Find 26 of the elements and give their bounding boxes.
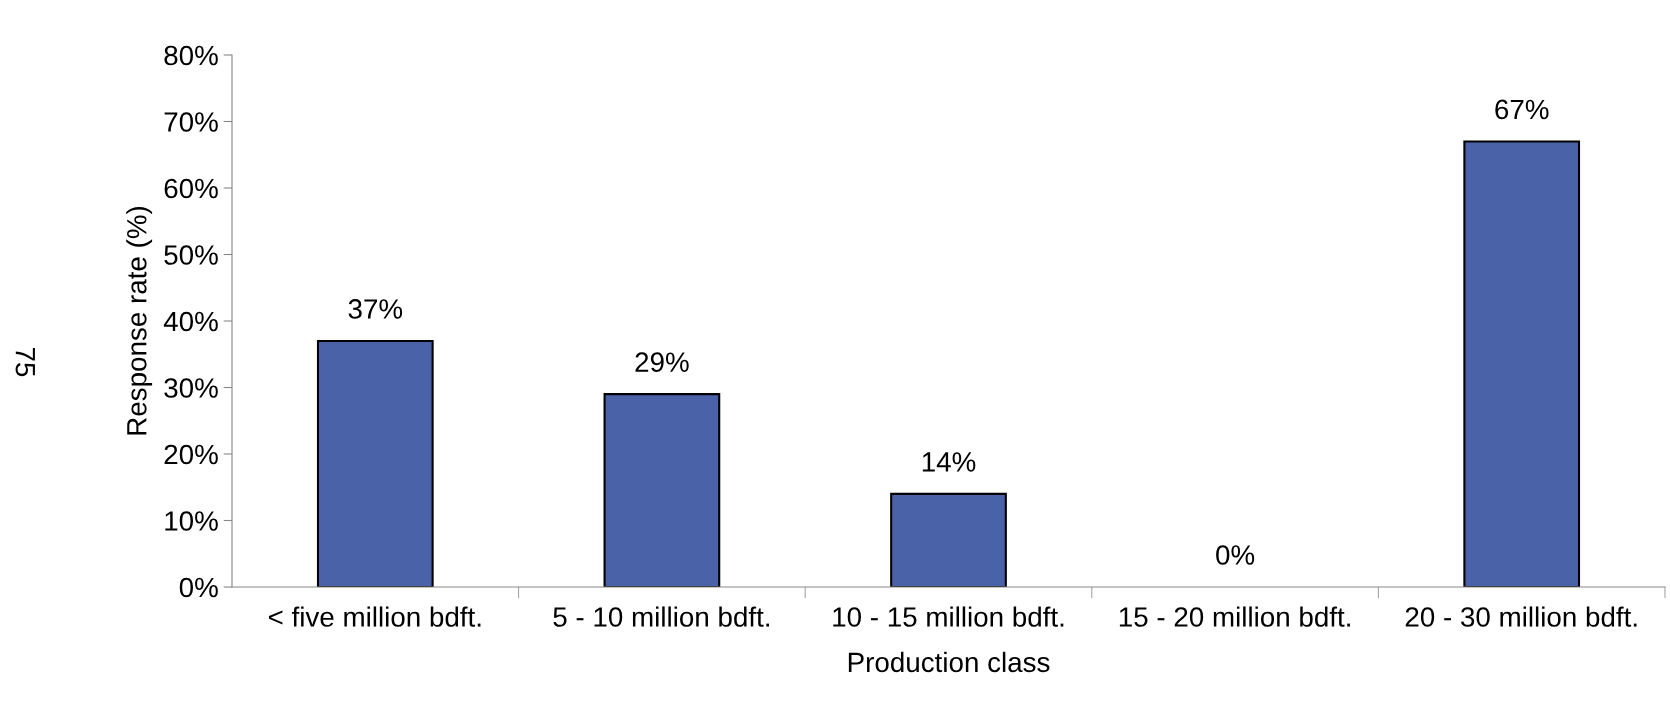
x-tick-label: < five million bdft. [268,606,481,627]
bar [1463,140,1581,587]
y-tick-label: 80% [164,45,218,66]
y-tick-label: 50% [164,245,218,265]
x-tick-label: 15 - 20 million bdft. [1119,606,1350,627]
y-tick-label: 60% [164,178,218,199]
bar [890,492,1007,587]
y-axis-title: Response rate (%) [126,206,153,435]
y-tick-label: 20% [164,444,218,465]
data-label: 14% [922,452,976,472]
x-tick-label: 5 - 10 million bdft. [553,606,769,627]
y-tick-label: 30% [164,378,218,398]
data-label: 37% [348,299,403,319]
bar [316,339,434,587]
y-tick-label: 10% [165,511,218,531]
x-tick-label: 10 - 15 million bdft. [833,606,1064,627]
x-axis-title: Production class [848,651,1050,673]
y-tick-label: 0% [179,577,218,598]
y-tick-label: 40% [163,311,218,332]
data-label: 29% [635,352,689,372]
x-tick-label: 20 - 30 million bdft. [1405,606,1637,627]
bar [603,393,721,587]
data-label: 0% [1216,545,1255,565]
y-tick-label: 70% [164,112,218,132]
text: 75 [15,347,35,377]
data-label: 67% [1495,99,1549,120]
